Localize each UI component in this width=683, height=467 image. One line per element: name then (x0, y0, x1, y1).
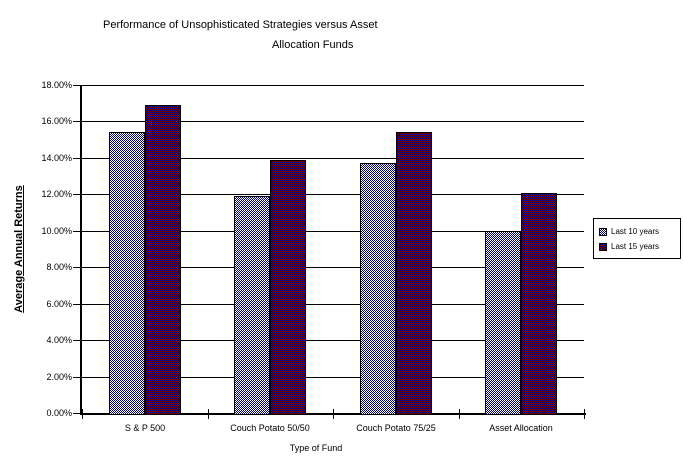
y-tick-label: 16.00% (41, 116, 72, 126)
gridline (82, 121, 584, 122)
y-tick (73, 377, 80, 378)
gridline (82, 267, 584, 268)
x-axis-title: Type of Fund (289, 443, 343, 453)
y-tick-label: 18.00% (41, 80, 72, 90)
x-tick (208, 409, 209, 419)
legend-swatch-last-15-years-icon (599, 242, 607, 251)
gridline (82, 85, 584, 86)
x-category-label: Asset Allocation (489, 423, 553, 433)
x-tick (82, 409, 83, 419)
y-tick-label: 4.00% (46, 335, 72, 345)
bar-last-10-years-2 (234, 196, 270, 415)
bar-last-10-years-4 (485, 231, 521, 415)
chart-title-line2: Allocation Funds (272, 39, 354, 51)
gridline (82, 231, 584, 232)
bar-last-10-years-3 (360, 163, 396, 415)
x-tick (333, 409, 334, 419)
y-tick (73, 158, 80, 159)
gridline (82, 340, 584, 341)
y-tick-label: 8.00% (46, 262, 72, 272)
legend-label: Last 10 years (611, 226, 660, 236)
bar-last-15-years-1 (145, 105, 181, 415)
x-tick (584, 409, 585, 419)
y-tick (73, 194, 80, 195)
gridline (82, 158, 584, 159)
y-tick (73, 121, 80, 122)
legend-item-last-15-years: Last 15 years (599, 239, 680, 254)
y-tick-label: 0.00% (46, 408, 72, 418)
chart-title-line1: Performance of Unsophisticated Strategie… (103, 19, 378, 31)
bar-last-15-years-4 (521, 193, 557, 415)
y-tick-label: 14.00% (41, 153, 72, 163)
y-tick-label: 10.00% (41, 226, 72, 236)
x-tick (459, 409, 460, 419)
y-tick-label: 6.00% (46, 299, 72, 309)
legend: Last 10 years Last 15 years (593, 218, 681, 259)
y-tick (73, 231, 80, 232)
legend-swatch-last-10-years-icon (599, 227, 607, 236)
y-tick (73, 304, 80, 305)
bar-last-15-years-2 (270, 160, 306, 415)
gridline (82, 304, 584, 305)
y-tick-label: 12.00% (41, 189, 72, 199)
y-tick (73, 413, 80, 414)
y-tick (73, 85, 80, 86)
x-category-label: S & P 500 (124, 423, 166, 433)
gridline (82, 377, 584, 378)
y-tick (73, 267, 80, 268)
bar-last-10-years-1 (109, 132, 145, 415)
legend-item-last-10-years: Last 10 years (599, 224, 680, 239)
y-tick-label: 2.00% (46, 372, 72, 382)
bar-last-15-years-3 (396, 132, 432, 415)
legend-label: Last 15 years (611, 241, 660, 251)
x-category-label: Couch Potato 75/25 (356, 423, 436, 433)
gridline (82, 194, 584, 195)
y-axis-line (80, 85, 82, 415)
y-tick (73, 340, 80, 341)
x-category-label: Couch Potato 50/50 (230, 423, 310, 433)
